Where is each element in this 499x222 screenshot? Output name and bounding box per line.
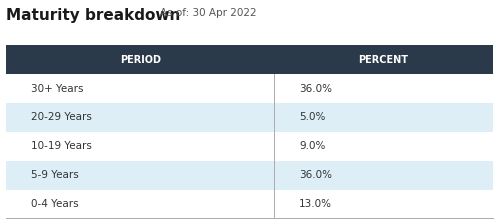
Text: PERIOD: PERIOD: [120, 55, 161, 65]
Text: 36.0%: 36.0%: [299, 83, 332, 93]
Bar: [6, 103, 493, 132]
Text: 5-9 Years: 5-9 Years: [31, 170, 79, 180]
Text: 5.0%: 5.0%: [299, 112, 325, 122]
Bar: [6, 161, 493, 190]
Bar: [6, 190, 493, 218]
Text: 10-19 Years: 10-19 Years: [31, 141, 92, 151]
Text: As of: 30 Apr 2022: As of: 30 Apr 2022: [160, 8, 257, 18]
Text: 30+ Years: 30+ Years: [31, 83, 84, 93]
Bar: [6, 132, 493, 161]
Text: 20-29 Years: 20-29 Years: [31, 112, 92, 122]
Bar: [6, 74, 493, 103]
Text: PERCENT: PERCENT: [358, 55, 409, 65]
Bar: [6, 45, 493, 74]
Text: 9.0%: 9.0%: [299, 141, 325, 151]
Text: 13.0%: 13.0%: [299, 199, 332, 209]
Text: Maturity breakdown: Maturity breakdown: [6, 8, 181, 23]
Text: 36.0%: 36.0%: [299, 170, 332, 180]
Text: 0-4 Years: 0-4 Years: [31, 199, 79, 209]
